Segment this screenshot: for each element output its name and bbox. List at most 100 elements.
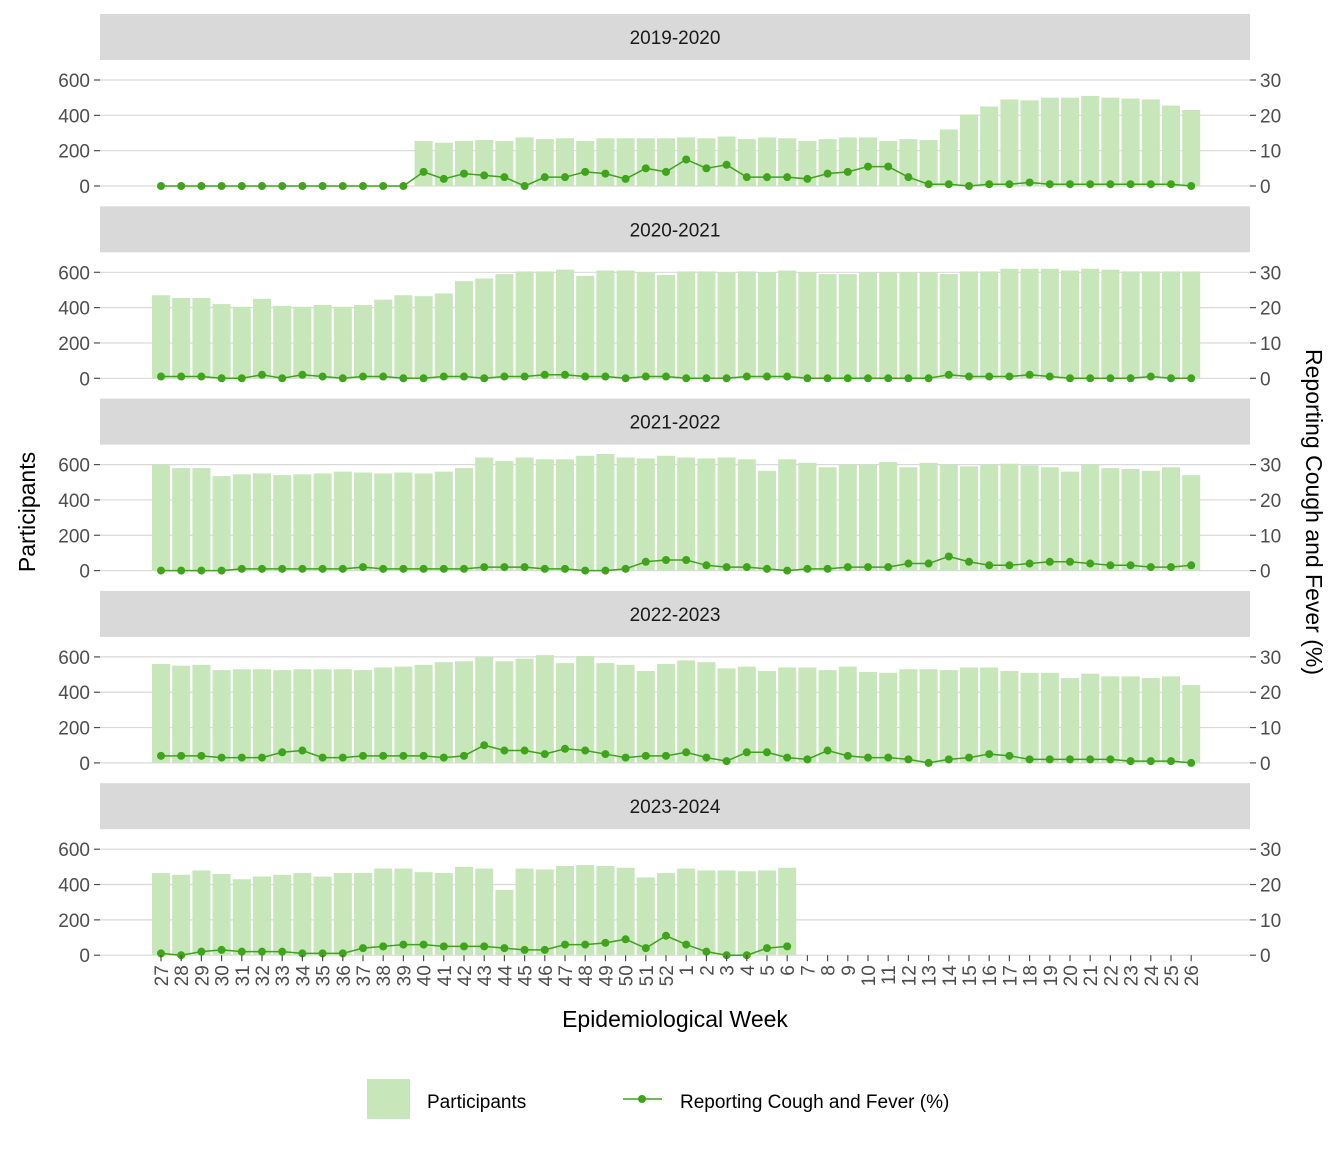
cough-fever-point bbox=[217, 566, 226, 575]
cough-fever-point bbox=[278, 182, 287, 190]
cough-fever-point bbox=[561, 370, 569, 379]
cough-fever-point bbox=[359, 944, 367, 953]
x-tick-label: 4 bbox=[738, 965, 759, 976]
cough-fever-point bbox=[237, 564, 246, 573]
participants-bar bbox=[1061, 270, 1079, 379]
participants-bar bbox=[515, 868, 534, 956]
participants-bar bbox=[859, 137, 877, 186]
cough-fever-point bbox=[1126, 180, 1135, 189]
participants-bar bbox=[596, 865, 615, 956]
participants-bar bbox=[859, 671, 877, 763]
cough-fever-point bbox=[500, 173, 509, 182]
cough-fever-point bbox=[783, 942, 792, 951]
cough-fever-point bbox=[1086, 755, 1095, 764]
x-tick-label: 13 bbox=[920, 965, 941, 986]
participants-bar bbox=[535, 271, 554, 379]
cough-fever-point bbox=[1066, 557, 1074, 566]
y-right-tick-label: 0 bbox=[1260, 177, 1271, 198]
cough-fever-point bbox=[561, 173, 569, 182]
x-tick-label: 44 bbox=[495, 965, 516, 987]
participants-bar bbox=[616, 457, 635, 571]
participants-bar bbox=[859, 272, 877, 379]
cough-fever-point bbox=[460, 942, 468, 951]
cough-fever-point bbox=[702, 374, 711, 383]
cough-fever-point bbox=[682, 155, 691, 164]
cough-fever-point bbox=[884, 563, 893, 572]
x-tick-label: 40 bbox=[415, 965, 436, 986]
y-left-tick-label: 600 bbox=[58, 456, 90, 477]
cough-fever-point bbox=[884, 374, 893, 383]
cough-fever-point bbox=[1045, 755, 1054, 764]
cough-fever-point bbox=[460, 372, 468, 381]
legend: Participants Reporting Cough and Fever (… bbox=[367, 1079, 949, 1119]
participants-bar bbox=[475, 278, 494, 379]
cough-fever-point bbox=[480, 171, 489, 180]
participants-bar bbox=[1121, 98, 1140, 186]
cough-fever-point bbox=[965, 372, 973, 381]
participants-bar bbox=[879, 672, 898, 763]
cough-fever-point bbox=[641, 557, 650, 566]
participants-bar bbox=[414, 664, 433, 763]
cough-fever-point bbox=[197, 566, 206, 575]
participants-bar bbox=[737, 666, 756, 763]
cough-fever-point bbox=[278, 748, 287, 757]
cough-fever-point bbox=[1167, 563, 1175, 572]
participants-bar bbox=[1081, 268, 1100, 379]
participants-bar bbox=[515, 658, 534, 763]
cough-fever-point bbox=[480, 563, 489, 572]
participants-bar bbox=[657, 138, 675, 186]
legend-key-participants bbox=[367, 1079, 410, 1119]
y-left-tick-label: 200 bbox=[58, 719, 90, 740]
cough-fever-point bbox=[480, 374, 489, 383]
participants-bar bbox=[1101, 676, 1120, 763]
participants-bar bbox=[616, 270, 635, 379]
cough-fever-point bbox=[1025, 755, 1034, 764]
participants-bar bbox=[515, 457, 534, 571]
participants-bar bbox=[697, 138, 716, 186]
participants-bar bbox=[919, 462, 938, 571]
cough-fever-point bbox=[1086, 374, 1095, 383]
cough-fever-point bbox=[924, 180, 933, 189]
cough-fever-point bbox=[783, 372, 792, 381]
cough-fever-point bbox=[924, 559, 933, 568]
cough-fever-point bbox=[480, 942, 489, 951]
participants-bar bbox=[172, 665, 191, 763]
x-tick-label: 9 bbox=[839, 965, 860, 976]
participants-bar bbox=[1141, 678, 1160, 763]
participants-bar bbox=[737, 459, 756, 571]
y-right-tick-label: 20 bbox=[1260, 491, 1281, 512]
participants-bar bbox=[253, 298, 271, 379]
participants-bar bbox=[1101, 269, 1120, 379]
cough-fever-point bbox=[702, 753, 711, 762]
cough-fever-point bbox=[924, 758, 933, 767]
participants-bar bbox=[1162, 676, 1180, 763]
participants-bar bbox=[556, 459, 574, 571]
cough-fever-point bbox=[742, 372, 751, 381]
participants-bar bbox=[697, 662, 716, 763]
x-tick-label: 33 bbox=[273, 965, 294, 986]
participants-bar bbox=[515, 137, 534, 186]
x-tick-label: 7 bbox=[798, 965, 819, 976]
participants-bar bbox=[919, 272, 938, 379]
cough-fever-point bbox=[601, 169, 610, 178]
x-tick-label: 25 bbox=[1162, 965, 1183, 986]
participants-bar bbox=[1162, 271, 1180, 379]
participants-bar bbox=[798, 462, 817, 571]
legend-key-marker bbox=[638, 1095, 646, 1103]
participants-bar bbox=[576, 275, 595, 379]
y-left-tick-label: 600 bbox=[58, 648, 90, 669]
cough-fever-point bbox=[1106, 561, 1115, 570]
participants-bar bbox=[475, 457, 494, 571]
cough-fever-point bbox=[1146, 180, 1155, 189]
cough-fever-point bbox=[338, 182, 347, 190]
cough-fever-point bbox=[763, 372, 771, 381]
cough-fever-point bbox=[157, 751, 165, 760]
cough-fever-point bbox=[884, 753, 893, 762]
participants-bar bbox=[455, 468, 473, 571]
participants-bar bbox=[1040, 467, 1059, 571]
participants-bar bbox=[394, 295, 413, 379]
participants-bar bbox=[1101, 97, 1120, 186]
cough-fever-point bbox=[177, 566, 186, 575]
participants-bar bbox=[576, 656, 595, 763]
